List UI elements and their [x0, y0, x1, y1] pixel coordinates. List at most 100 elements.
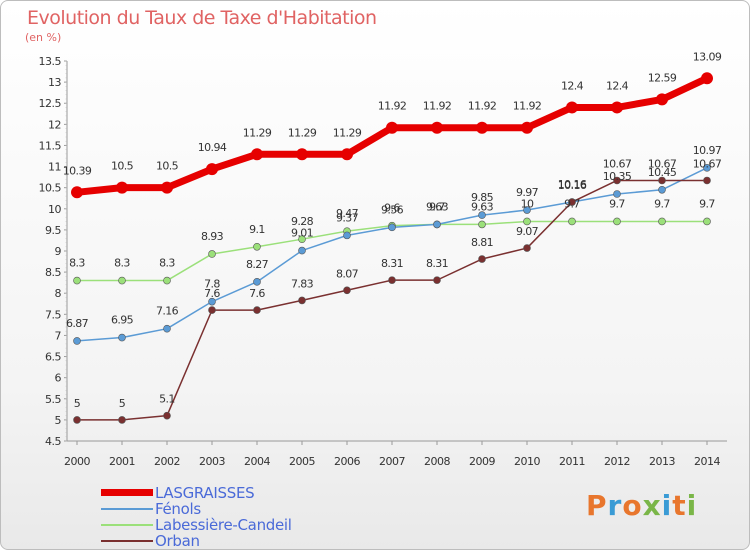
data-label-fenols: 10.16 — [558, 178, 587, 191]
data-label-fenols: 10.35 — [603, 170, 632, 183]
data-point-lasgraisses — [431, 121, 443, 134]
data-label-orban: 8.31 — [426, 257, 448, 270]
data-point-orban — [703, 176, 711, 185]
data-point-lasgraisses — [656, 93, 668, 106]
y-tick-label: 8.5 — [45, 266, 61, 279]
logo-letter: x — [642, 489, 662, 522]
data-point-lasgraisses — [476, 121, 488, 134]
data-point-orban — [658, 176, 666, 185]
legend-swatch-labessiere-candeil — [101, 524, 153, 526]
x-tick-label: 2006 — [334, 455, 360, 468]
y-tick-label: 12.5 — [39, 97, 62, 110]
data-point-labessiere-candeil — [253, 242, 261, 251]
y-tick-label: 7.5 — [45, 308, 61, 321]
data-label-labessiere-candeil: 9.1 — [249, 223, 265, 236]
x-tick-label: 2002 — [154, 455, 180, 468]
data-label-labessiere-candeil: 9.7 — [609, 197, 625, 210]
data-label-orban: 8.07 — [336, 267, 359, 280]
y-tick-label: 6 — [55, 372, 62, 385]
data-label-orban: 5 — [74, 397, 81, 410]
data-label-lasgraisses: 11.92 — [378, 100, 407, 113]
data-label-orban: 10.67 — [603, 157, 632, 170]
y-tick-label: 5 — [55, 414, 62, 427]
data-point-orban — [163, 411, 171, 420]
data-point-fenols — [613, 190, 621, 198]
data-label-labessiere-candeil: 9.28 — [291, 215, 314, 228]
data-point-lasgraisses — [251, 148, 263, 161]
data-point-labessiere-candeil — [523, 217, 531, 226]
data-point-fenols — [388, 223, 396, 232]
data-label-fenols: 10.45 — [648, 166, 677, 179]
data-point-orban — [568, 198, 576, 206]
data-label-fenols: 9.01 — [291, 227, 313, 240]
data-point-fenols — [343, 231, 351, 240]
y-tick-label: 8 — [55, 287, 62, 300]
legend-item-lasgraisses: LASGRAISSES — [101, 484, 341, 502]
data-label-lasgraisses: 12.4 — [561, 79, 584, 92]
x-tick-label: 2012 — [604, 455, 630, 468]
data-point-lasgraisses — [701, 72, 713, 85]
x-tick-label: 2014 — [694, 455, 720, 468]
data-label-lasgraisses: 10.94 — [198, 141, 227, 154]
data-label-labessiere-candeil: 9.7 — [429, 200, 445, 213]
data-point-lasgraisses — [566, 101, 578, 114]
data-label-lasgraisses: 11.92 — [513, 100, 542, 113]
data-label-orban: 8.81 — [471, 236, 493, 249]
x-tick-label: 2000 — [64, 455, 90, 468]
data-label-lasgraisses: 11.92 — [423, 100, 452, 113]
data-point-orban — [298, 296, 306, 305]
data-label-orban: 7.83 — [291, 277, 314, 290]
data-point-fenols — [73, 337, 81, 345]
data-point-orban — [613, 176, 621, 185]
y-tick-label: 6.5 — [45, 351, 61, 364]
data-label-fenols: 9.97 — [516, 186, 539, 199]
data-label-orban: 7.6 — [249, 287, 265, 300]
data-label-lasgraisses: 10.5 — [156, 160, 179, 173]
logo-letter: o — [622, 489, 643, 522]
data-point-lasgraisses — [386, 121, 398, 134]
y-tick-label: 10 — [48, 203, 61, 216]
data-point-orban — [73, 416, 81, 424]
x-tick-label: 2003 — [199, 455, 225, 468]
chart-title: Evolution du Taux de Taxe d'Habitation — [27, 7, 377, 29]
data-label-labessiere-candeil: 8.3 — [114, 257, 130, 270]
data-label-orban: 9.07 — [516, 225, 539, 238]
legend-label-fenols: Fénols — [155, 500, 201, 518]
data-label-fenols: 9.56 — [381, 203, 404, 216]
x-tick-label: 2009 — [469, 455, 495, 468]
legend-swatch-fenols — [101, 508, 153, 510]
data-point-fenols — [163, 324, 171, 333]
data-point-labessiere-candeil — [613, 217, 621, 226]
data-point-lasgraisses — [116, 181, 128, 194]
data-label-labessiere-candeil: 9.7 — [654, 197, 670, 210]
legend-swatch-orban — [101, 540, 153, 542]
data-point-labessiere-candeil — [163, 276, 171, 285]
data-label-labessiere-candeil: 9.6 — [384, 202, 400, 215]
x-tick-label: 2004 — [244, 455, 270, 468]
x-tick-label: 2007 — [379, 455, 405, 468]
data-point-labessiere-candeil — [703, 217, 711, 226]
legend-label-lasgraisses: LASGRAISSES — [155, 484, 255, 502]
data-point-labessiere-candeil — [298, 235, 306, 243]
legend-label-labessiere-candeil: Labessière-Candeil — [155, 516, 292, 534]
logo-letter: t — [672, 489, 687, 522]
data-point-lasgraisses — [611, 101, 623, 114]
data-point-orban — [478, 255, 486, 263]
data-label-fenols: 7.16 — [156, 305, 179, 318]
data-point-labessiere-candeil — [568, 217, 576, 226]
data-point-fenols — [523, 206, 531, 214]
data-label-lasgraisses: 13.09 — [693, 50, 722, 63]
data-label-orban: 5 — [119, 397, 126, 410]
x-tick-label: 2010 — [514, 455, 540, 468]
x-tick-label: 2011 — [559, 455, 585, 468]
data-label-labessiere-candeil: 9.7 — [564, 197, 580, 210]
data-label-labessiere-candeil: 10 — [521, 197, 534, 210]
data-label-lasgraisses: 12.59 — [648, 71, 677, 84]
data-label-fenols: 10.97 — [693, 144, 722, 157]
legend-swatch-lasgraisses — [101, 489, 153, 496]
data-point-labessiere-candeil — [478, 220, 486, 229]
data-point-orban — [118, 416, 126, 424]
logo-letter: i — [661, 489, 673, 522]
